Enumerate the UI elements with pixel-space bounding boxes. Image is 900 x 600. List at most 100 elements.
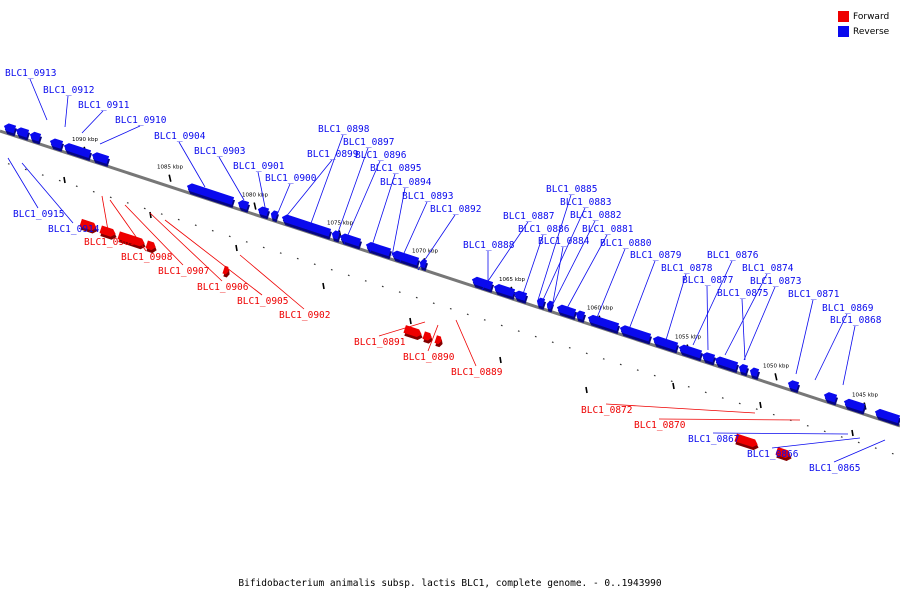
gene-label: BLC1_0896 xyxy=(355,150,407,161)
gene-label: BLC1_0907 xyxy=(158,266,209,277)
guide-dot xyxy=(500,324,503,327)
gene-leader-line xyxy=(99,125,141,145)
guide-dot xyxy=(738,402,741,405)
gene-leader-line xyxy=(239,254,305,310)
gene-leader-line xyxy=(551,220,596,307)
gene-leader-line xyxy=(309,134,344,227)
guide-dot xyxy=(364,280,367,282)
guide-dot xyxy=(313,263,316,266)
guide-dot xyxy=(92,190,95,193)
gene-label: BLC1_0891 xyxy=(354,337,406,348)
gene-label: BLC1_0905 xyxy=(237,296,288,307)
guide-dot xyxy=(211,229,214,232)
guide-dot xyxy=(568,346,571,349)
feature-tick xyxy=(759,401,762,409)
gene-label: BLC1_0903 xyxy=(194,146,245,157)
gene-label: BLC1_0887 xyxy=(503,211,554,222)
gene-arrow xyxy=(738,363,749,374)
guide-dot xyxy=(687,385,690,388)
gene-arrow xyxy=(257,206,270,217)
gene-arrow xyxy=(15,127,30,138)
gene-leader-line xyxy=(378,321,426,337)
gene-label: BLC1_0912 xyxy=(43,85,94,96)
gene-label: BLC1_0889 xyxy=(451,367,503,378)
guide-dot xyxy=(432,302,435,305)
feature-tick xyxy=(235,244,238,252)
gene-arrow xyxy=(714,356,739,371)
gene-arrow xyxy=(117,231,145,247)
guide-dot xyxy=(670,380,673,383)
gene-leader-line xyxy=(537,194,572,301)
gene-arrow xyxy=(186,183,235,205)
guide-dot xyxy=(58,179,61,182)
guide-dot xyxy=(602,358,605,360)
gene-label: BLC1_0886 xyxy=(518,224,570,235)
guide-dot xyxy=(398,291,401,293)
guide-dot xyxy=(41,174,44,176)
scale-tick-label: 1075 kbp xyxy=(327,220,353,226)
feature-tick xyxy=(672,382,675,390)
gene-arrow xyxy=(619,325,652,342)
gene-label: BLC1_0894 xyxy=(380,177,432,188)
guide-dot xyxy=(75,185,78,188)
guide-dot xyxy=(228,235,231,238)
guide-dot xyxy=(636,369,639,371)
gene-leader-line xyxy=(29,78,48,121)
gene-label: BLC1_0881 xyxy=(582,224,634,235)
gene-arrow xyxy=(556,304,577,317)
gene-leader-line xyxy=(427,324,439,352)
gene-label: BLC1_0867 xyxy=(688,434,739,445)
gene-label: BLC1_0877 xyxy=(682,275,733,286)
gene-label: BLC1_0904 xyxy=(154,131,206,142)
gene-leader-line xyxy=(743,286,776,361)
gene-arrow xyxy=(513,290,528,301)
gene-label: BLC1_0910 xyxy=(115,115,167,126)
scale-tick-label: 1055 kbp xyxy=(675,335,701,341)
gene-leader-line xyxy=(178,141,206,188)
gene-leader-line xyxy=(724,273,768,356)
gene-label: BLC1_0874 xyxy=(742,263,794,274)
gene-arrow xyxy=(99,225,116,237)
gene-leader-line xyxy=(257,171,267,213)
gene-leader-line xyxy=(417,214,456,271)
gene-label: BLC1_0898 xyxy=(318,124,370,135)
map-caption: Bifidobacterium animalis subsp. lactis B… xyxy=(238,578,662,589)
gene-label: BLC1_0872 xyxy=(581,405,632,416)
guide-dot xyxy=(296,257,299,260)
gene-leader-line xyxy=(706,285,709,351)
scale-tick-label: 1085 kbp xyxy=(157,165,183,171)
gene-label: BLC1_0870 xyxy=(634,420,686,431)
gene-label: BLC1_0884 xyxy=(538,236,590,247)
gene-label: BLC1_0911 xyxy=(78,100,130,111)
gene-leader-line xyxy=(343,160,381,245)
gene-label: BLC1_0893 xyxy=(402,191,453,202)
gene-arrow xyxy=(471,276,494,290)
guide-dot xyxy=(891,452,894,455)
gene-label: BLC1_0879 xyxy=(630,250,682,261)
genome-backbone xyxy=(0,129,900,428)
gene-arrow xyxy=(237,199,250,210)
legend-reverse-label: Reverse xyxy=(853,26,890,37)
gene-arrow xyxy=(29,131,42,142)
gene-arrow xyxy=(91,152,110,164)
gene-leader-line xyxy=(124,204,184,266)
gene-arrow xyxy=(3,123,17,134)
gene-leader-line xyxy=(565,234,608,311)
gene-leader-line xyxy=(520,234,544,301)
guide-dot xyxy=(840,436,843,438)
forward-swatch xyxy=(838,11,849,22)
gene-label: BLC1_0897 xyxy=(343,137,394,148)
gene-arrow xyxy=(874,408,900,424)
guide-dot xyxy=(415,296,418,299)
gene-label: BLC1_0878 xyxy=(661,263,713,274)
guide-dot xyxy=(143,207,146,210)
legend-item-forward: Forward xyxy=(838,9,889,24)
guide-dot xyxy=(772,413,775,416)
gene-leader-line xyxy=(741,298,746,361)
guide-dot xyxy=(160,213,163,215)
gene-label: BLC1_0888 xyxy=(463,240,515,251)
guide-dot xyxy=(874,447,877,449)
feature-tick xyxy=(851,429,854,437)
gene-arrow xyxy=(422,331,432,341)
guide-dot xyxy=(551,341,554,344)
